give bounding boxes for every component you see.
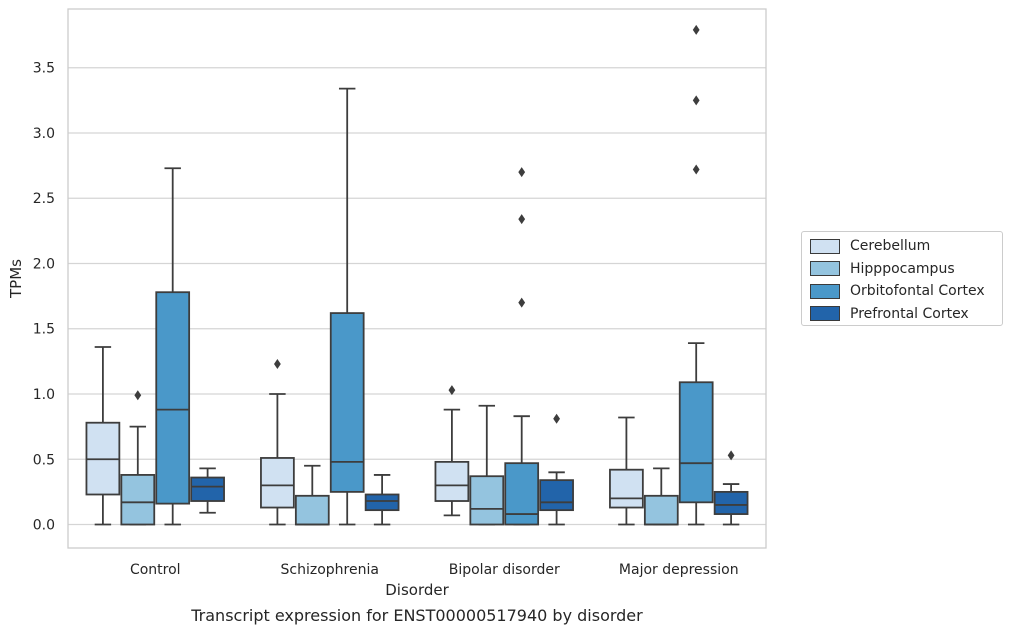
chart-caption: Transcript expression for ENST0000051794… <box>191 606 643 625</box>
box-iqr <box>155 291 191 505</box>
legend-item-cerebellum: Cerebellum <box>808 235 1002 258</box>
y-tick-label: 3.5 <box>33 61 55 77</box>
x-tick-label: Control <box>130 562 181 578</box>
legend-swatch-orbitofrontal-cortex <box>810 283 840 299</box>
box-iqr <box>678 381 714 504</box>
legend-item-prefrontal-cortex: Prefrontal Cortex <box>808 303 1002 326</box>
chart-legend: Cerebellum Hipppocampus Orbitofontal Cor… <box>801 231 1003 326</box>
outlier-point <box>553 413 560 424</box>
box-iqr <box>260 457 295 509</box>
y-tick-label: 1.5 <box>33 322 55 338</box>
outlier-point <box>448 385 456 396</box>
box-iqr <box>364 493 400 512</box>
x-tick-label: Schizophrenia <box>281 562 379 578</box>
box-iqr <box>643 494 679 526</box>
y-tick-label: 1.0 <box>33 387 55 403</box>
box-iqr <box>504 462 540 526</box>
x-tick-label: Major depression <box>619 562 739 578</box>
y-tick-label: 2.0 <box>33 256 55 272</box>
legend-swatch-cerebellum <box>810 238 840 254</box>
outlier-point <box>692 95 700 106</box>
outlier-point <box>518 167 526 178</box>
x-axis-title: Disorder <box>385 581 449 599</box>
y-tick-label: 3.0 <box>33 126 55 142</box>
y-tick-label: 0.5 <box>33 452 55 468</box>
outlier-point <box>692 24 700 35</box>
y-axis-title: TPMs <box>7 259 25 299</box>
outlier-point <box>518 297 526 308</box>
y-tick-label: 2.5 <box>33 191 55 207</box>
legend-label-prefrontal-cortex: Prefrontal Cortex <box>850 305 969 322</box>
outlier-point <box>274 358 281 369</box>
box-iqr <box>329 312 365 493</box>
outlier-point <box>692 164 700 175</box>
y-tick-label: 0.0 <box>33 518 55 534</box>
box-iqr <box>609 468 644 509</box>
box-iqr <box>469 475 505 526</box>
box-iqr <box>434 460 470 502</box>
plot-frame <box>67 8 767 549</box>
box-iqr <box>190 476 225 502</box>
x-tick-label: Bipolar disorder <box>449 562 560 578</box>
legend-label-orbitofrontal-cortex: Orbitofontal Cortex <box>850 283 985 300</box>
box-iqr <box>120 474 156 526</box>
legend-item-hippocampus: Hipppocampus <box>808 258 1002 281</box>
outlier-point <box>518 214 526 225</box>
box-iqr <box>713 490 749 515</box>
box-iqr <box>539 479 574 512</box>
outlier-point <box>727 450 735 461</box>
legend-label-hippocampus: Hipppocampus <box>850 260 955 277</box>
legend-swatch-hippocampus <box>810 261 840 277</box>
legend-label-cerebellum: Cerebellum <box>850 238 931 255</box>
legend-swatch-prefrontal-cortex <box>810 306 840 322</box>
outlier-point <box>134 390 142 401</box>
legend-item-orbitofrontal-cortex: Orbitofontal Cortex <box>808 280 1002 303</box>
box-iqr <box>294 494 330 526</box>
